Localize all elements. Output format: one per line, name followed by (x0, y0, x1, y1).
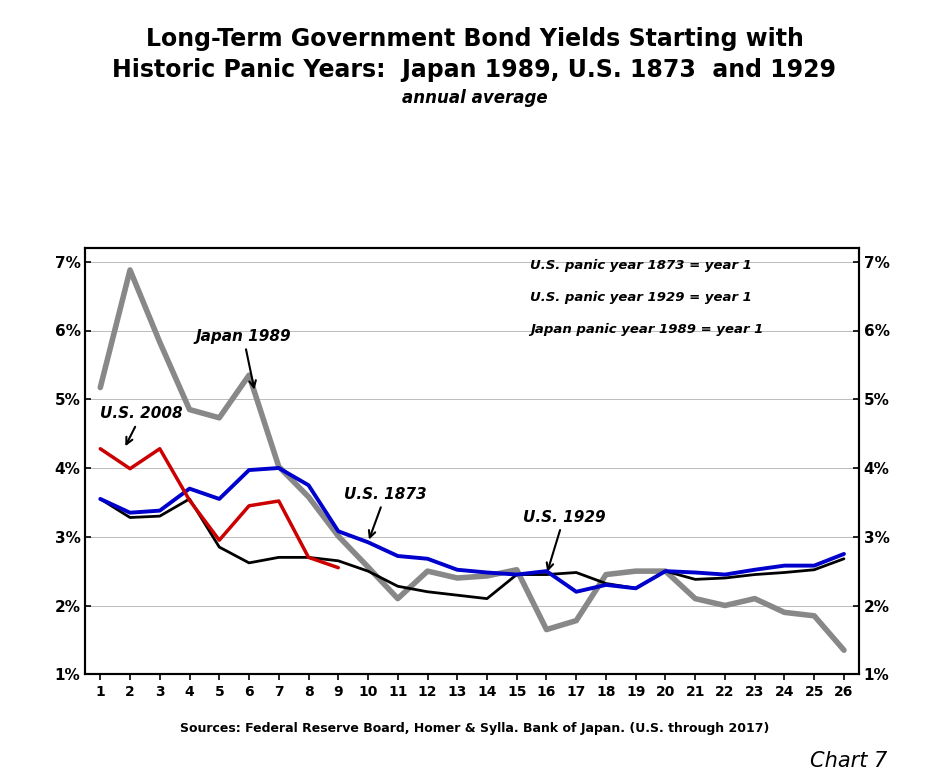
Text: Sources: Federal Reserve Board, Homer & Sylla. Bank of Japan. (U.S. through 2017: Sources: Federal Reserve Board, Homer & … (179, 722, 770, 735)
Text: Japan panic year 1989 = year 1: Japan panic year 1989 = year 1 (530, 322, 764, 336)
Text: annual average: annual average (401, 89, 548, 108)
Text: Historic Panic Years:  Japan 1989, U.S. 1873  and 1929: Historic Panic Years: Japan 1989, U.S. 1… (113, 58, 836, 81)
Text: U.S. 2008: U.S. 2008 (101, 407, 183, 444)
Text: U.S. 1929: U.S. 1929 (523, 510, 605, 570)
Text: Japan 1989: Japan 1989 (195, 329, 291, 388)
Text: U.S. 1873: U.S. 1873 (344, 487, 427, 537)
Text: U.S. panic year 1873 = year 1: U.S. panic year 1873 = year 1 (530, 259, 752, 272)
Text: U.S. panic year 1929 = year 1: U.S. panic year 1929 = year 1 (530, 291, 752, 304)
Text: Chart 7: Chart 7 (810, 751, 887, 771)
Text: Long-Term Government Bond Yields Starting with: Long-Term Government Bond Yields Startin… (145, 27, 804, 50)
